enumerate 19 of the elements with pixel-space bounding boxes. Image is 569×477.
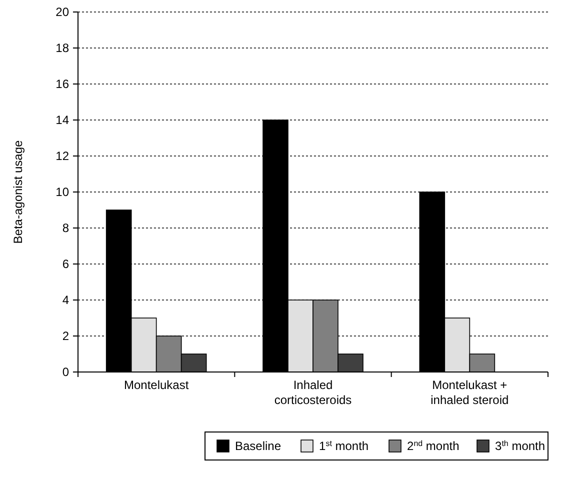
y-tick-label: 18: [56, 41, 70, 56]
y-tick-label: 0: [62, 365, 70, 380]
legend-label: 1$^{st}$ month: [319, 438, 369, 453]
y-axis-title: Beta-agonist usage: [11, 140, 25, 244]
x-tick-label: Montelukast: [124, 378, 190, 392]
y-tick-label: 10: [56, 185, 70, 200]
y-tick-label: 6: [62, 257, 70, 272]
y-tick-label: 2: [62, 329, 70, 344]
y-tick-label: 8: [62, 221, 70, 236]
y-tick-label: 20: [56, 5, 70, 20]
legend-label: 3$^{th}$ month: [495, 438, 546, 453]
x-tick-label: Montelukast + inhaled steroid: [430, 378, 509, 407]
x-tick-label: Inhaled corticosteroids: [274, 378, 352, 407]
y-tick-label: 4: [62, 293, 70, 308]
legend-label: 2$^{nd}$ month: [407, 438, 460, 453]
y-tick-label: 14: [56, 113, 70, 128]
y-tick-label: 12: [56, 149, 70, 164]
legend-label: Baseline: [235, 439, 282, 453]
y-tick-label: 16: [56, 77, 70, 92]
